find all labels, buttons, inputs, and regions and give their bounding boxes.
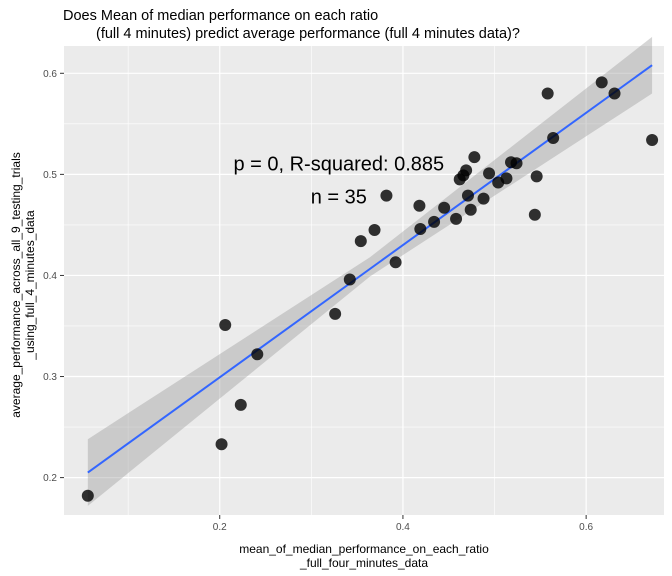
data-point: [510, 157, 523, 170]
data-point: [343, 273, 356, 286]
data-point: [477, 192, 490, 205]
data-point: [468, 151, 481, 164]
plot-panel: [64, 46, 664, 515]
data-point: [547, 131, 560, 144]
data-point: [251, 348, 264, 361]
data-point: [380, 189, 393, 202]
y-axis-title-line-2: _using_full_4_minutes_data: [23, 210, 37, 361]
annotations: p = 0, R-squared: 0.885 n = 35: [233, 153, 444, 208]
data-point: [483, 167, 496, 180]
y-tick-label: 0.6: [43, 69, 57, 80]
y-tick-label: 0.3: [43, 372, 57, 383]
y-tick-label: 0.2: [43, 473, 57, 484]
data-points: [81, 76, 659, 502]
data-point: [530, 170, 543, 183]
data-point: [646, 134, 659, 147]
data-point: [464, 203, 477, 216]
data-point: [368, 223, 381, 236]
regression-line: [87, 64, 653, 474]
y-tick-label: 0.5: [43, 170, 57, 181]
x-axis-title-line-2: _full_four_minutes_data: [299, 556, 428, 570]
x-axis-ticks: 0.2 0.4 0.6: [213, 515, 594, 533]
y-axis-ticks: 0.2 0.3 0.4 0.5 0.6: [43, 69, 64, 484]
data-point: [329, 307, 342, 320]
data-point: [541, 87, 554, 100]
data-point: [595, 76, 608, 89]
data-point: [81, 489, 94, 502]
x-tick-label: 0.6: [579, 522, 593, 533]
data-point: [413, 199, 426, 212]
y-tick-label: 0.4: [43, 271, 57, 282]
x-tick-label: 0.4: [396, 522, 410, 533]
x-axis-title-line-1: mean_of_median_performance_on_each_ratio: [239, 542, 489, 556]
x-axis-title: mean_of_median_performance_on_each_ratio…: [239, 542, 489, 570]
data-point: [219, 318, 232, 331]
annotation-n: n = 35: [311, 187, 367, 209]
y-axis-title: average_performance_across_all_9_testing…: [9, 152, 37, 418]
data-point: [528, 208, 541, 221]
chart-title-line-1: Does Mean of median performance on each …: [63, 8, 378, 24]
data-point: [234, 398, 247, 411]
y-axis-title-line-1: average_performance_across_all_9_testing…: [9, 152, 23, 418]
confidence-band: [87, 36, 653, 506]
data-point: [389, 256, 402, 269]
chart-title-line-2: (full 4 minutes) predict average perform…: [96, 26, 520, 42]
data-point: [414, 222, 427, 235]
chart-title: Does Mean of median performance on each …: [63, 8, 520, 42]
data-point: [460, 164, 473, 177]
data-point: [450, 212, 463, 225]
data-point: [608, 87, 621, 100]
x-tick-label: 0.2: [213, 522, 227, 533]
data-point: [461, 189, 474, 202]
data-point: [500, 172, 513, 185]
annotation-stats: p = 0, R-squared: 0.885: [233, 153, 444, 175]
grid-lines: [64, 46, 664, 515]
data-point: [354, 235, 367, 248]
data-point: [438, 201, 451, 214]
data-point: [428, 215, 441, 228]
data-point: [215, 438, 228, 451]
